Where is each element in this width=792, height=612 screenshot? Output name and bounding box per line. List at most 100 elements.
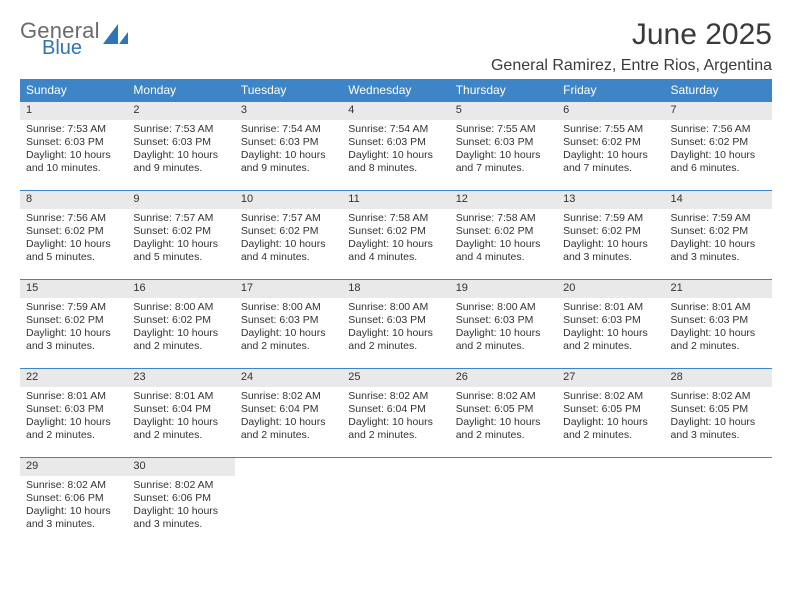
day-sunset: Sunset: 6:03 PM — [348, 314, 443, 327]
day-sunrise: Sunrise: 8:00 AM — [456, 301, 551, 314]
day-body: Sunrise: 7:59 AMSunset: 6:02 PMDaylight:… — [557, 209, 664, 269]
day-number: 3 — [235, 102, 342, 120]
day-sunrise: Sunrise: 7:56 AM — [26, 212, 121, 225]
day-sunrise: Sunrise: 8:02 AM — [563, 390, 658, 403]
day-day2: and 3 minutes. — [671, 251, 766, 264]
day-sunrise: Sunrise: 8:01 AM — [26, 390, 121, 403]
day-body: Sunrise: 7:53 AMSunset: 6:03 PMDaylight:… — [20, 120, 127, 180]
day-day2: and 5 minutes. — [133, 251, 228, 264]
day-day2: and 3 minutes. — [133, 518, 228, 531]
day-day1: Daylight: 10 hours — [26, 327, 121, 340]
day-sunset: Sunset: 6:02 PM — [133, 314, 228, 327]
day-sunrise: Sunrise: 8:01 AM — [563, 301, 658, 314]
day-day2: and 2 minutes. — [456, 340, 551, 353]
day-sunset: Sunset: 6:02 PM — [563, 225, 658, 238]
day-sunset: Sunset: 6:02 PM — [26, 314, 121, 327]
week-row: 22Sunrise: 8:01 AMSunset: 6:03 PMDayligh… — [20, 369, 772, 458]
day-sunset: Sunset: 6:03 PM — [671, 314, 766, 327]
day-day1: Daylight: 10 hours — [348, 327, 443, 340]
header-row: General Blue June 2025 General Ramirez, … — [20, 18, 772, 79]
day-number: 11 — [342, 191, 449, 209]
month-title: June 2025 — [491, 18, 772, 51]
title-block: June 2025 General Ramirez, Entre Rios, A… — [491, 18, 772, 79]
calendar-grid: Sunday Monday Tuesday Wednesday Thursday… — [20, 79, 772, 546]
col-tuesday: Tuesday — [235, 79, 342, 102]
day-sunset: Sunset: 6:06 PM — [26, 492, 121, 505]
day-body: Sunrise: 7:55 AMSunset: 6:02 PMDaylight:… — [557, 120, 664, 180]
day-number: 9 — [127, 191, 234, 209]
day-sunrise: Sunrise: 8:01 AM — [133, 390, 228, 403]
day-sunrise: Sunrise: 8:00 AM — [241, 301, 336, 314]
day-number: 30 — [127, 458, 234, 476]
day-sunset: Sunset: 6:02 PM — [26, 225, 121, 238]
day-number: 2 — [127, 102, 234, 120]
day-body: Sunrise: 7:56 AMSunset: 6:02 PMDaylight:… — [665, 120, 772, 180]
day-sunset: Sunset: 6:02 PM — [241, 225, 336, 238]
day-sunset: Sunset: 6:02 PM — [456, 225, 551, 238]
day-sunrise: Sunrise: 7:56 AM — [671, 123, 766, 136]
day-number: 17 — [235, 280, 342, 298]
day-day1: Daylight: 10 hours — [456, 327, 551, 340]
day-number: 29 — [20, 458, 127, 476]
day-sunset: Sunset: 6:05 PM — [456, 403, 551, 416]
day-sunrise: Sunrise: 8:00 AM — [348, 301, 443, 314]
day-body: Sunrise: 7:59 AMSunset: 6:02 PMDaylight:… — [20, 298, 127, 358]
day-number: 25 — [342, 369, 449, 387]
day-number: 23 — [127, 369, 234, 387]
day-number: 28 — [665, 369, 772, 387]
day-day1: Daylight: 10 hours — [26, 238, 121, 251]
day-body: Sunrise: 8:01 AMSunset: 6:03 PMDaylight:… — [557, 298, 664, 358]
day-day2: and 3 minutes. — [26, 518, 121, 531]
day-sunset: Sunset: 6:02 PM — [563, 136, 658, 149]
day-cell: 13Sunrise: 7:59 AMSunset: 6:02 PMDayligh… — [557, 191, 664, 280]
day-number: 13 — [557, 191, 664, 209]
day-number: 1 — [20, 102, 127, 120]
day-day2: and 2 minutes. — [241, 340, 336, 353]
day-sunset: Sunset: 6:03 PM — [456, 136, 551, 149]
day-cell: 4Sunrise: 7:54 AMSunset: 6:03 PMDaylight… — [342, 102, 449, 191]
day-sunset: Sunset: 6:03 PM — [26, 403, 121, 416]
day-day2: and 5 minutes. — [26, 251, 121, 264]
day-day1: Daylight: 10 hours — [26, 149, 121, 162]
day-number: 4 — [342, 102, 449, 120]
day-day1: Daylight: 10 hours — [133, 149, 228, 162]
day-sunset: Sunset: 6:02 PM — [671, 136, 766, 149]
day-sunset: Sunset: 6:03 PM — [456, 314, 551, 327]
day-cell: 27Sunrise: 8:02 AMSunset: 6:05 PMDayligh… — [557, 369, 664, 458]
day-cell: 29Sunrise: 8:02 AMSunset: 6:06 PMDayligh… — [20, 458, 127, 547]
day-day1: Daylight: 10 hours — [241, 149, 336, 162]
day-number: 20 — [557, 280, 664, 298]
day-body: Sunrise: 8:02 AMSunset: 6:04 PMDaylight:… — [342, 387, 449, 447]
day-number: 27 — [557, 369, 664, 387]
day-day2: and 3 minutes. — [563, 251, 658, 264]
day-day2: and 2 minutes. — [133, 340, 228, 353]
week-row: 8Sunrise: 7:56 AMSunset: 6:02 PMDaylight… — [20, 191, 772, 280]
day-sunrise: Sunrise: 7:57 AM — [241, 212, 336, 225]
day-cell: 28Sunrise: 8:02 AMSunset: 6:05 PMDayligh… — [665, 369, 772, 458]
day-sunrise: Sunrise: 8:02 AM — [348, 390, 443, 403]
logo-text: General Blue — [20, 20, 100, 58]
day-day1: Daylight: 10 hours — [133, 327, 228, 340]
day-cell: 17Sunrise: 8:00 AMSunset: 6:03 PMDayligh… — [235, 280, 342, 369]
day-day1: Daylight: 10 hours — [456, 238, 551, 251]
day-sunrise: Sunrise: 8:02 AM — [671, 390, 766, 403]
day-body: Sunrise: 7:53 AMSunset: 6:03 PMDaylight:… — [127, 120, 234, 180]
day-day1: Daylight: 10 hours — [671, 327, 766, 340]
day-cell: 19Sunrise: 8:00 AMSunset: 6:03 PMDayligh… — [450, 280, 557, 369]
col-saturday: Saturday — [665, 79, 772, 102]
day-day2: and 2 minutes. — [348, 340, 443, 353]
day-day2: and 3 minutes. — [26, 340, 121, 353]
day-cell: 23Sunrise: 8:01 AMSunset: 6:04 PMDayligh… — [127, 369, 234, 458]
day-number: 14 — [665, 191, 772, 209]
day-day2: and 6 minutes. — [671, 162, 766, 175]
day-sunrise: Sunrise: 8:02 AM — [26, 479, 121, 492]
day-number: 5 — [450, 102, 557, 120]
day-day1: Daylight: 10 hours — [671, 238, 766, 251]
col-friday: Friday — [557, 79, 664, 102]
week-row: 29Sunrise: 8:02 AMSunset: 6:06 PMDayligh… — [20, 458, 772, 547]
day-body: Sunrise: 7:55 AMSunset: 6:03 PMDaylight:… — [450, 120, 557, 180]
day-sunset: Sunset: 6:05 PM — [671, 403, 766, 416]
day-number: 24 — [235, 369, 342, 387]
day-day1: Daylight: 10 hours — [671, 149, 766, 162]
day-cell: 5Sunrise: 7:55 AMSunset: 6:03 PMDaylight… — [450, 102, 557, 191]
